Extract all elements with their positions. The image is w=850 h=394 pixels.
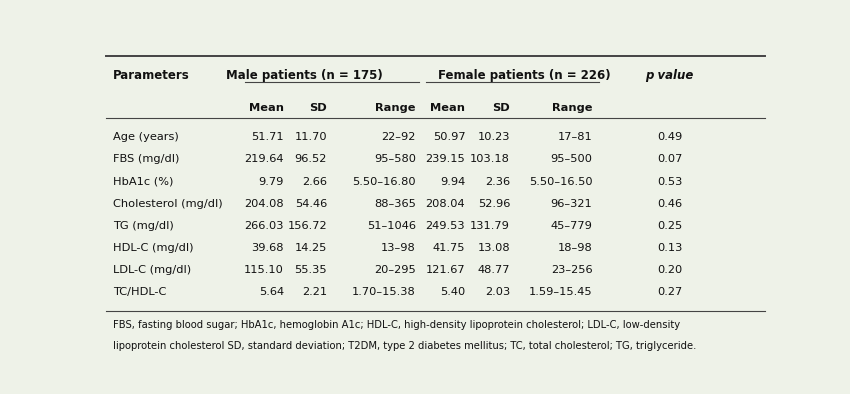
Text: LDL-C (mg/dl): LDL-C (mg/dl) — [113, 265, 191, 275]
Text: 208.04: 208.04 — [426, 199, 465, 209]
Text: p value: p value — [645, 69, 694, 82]
Text: 5.50–16.80: 5.50–16.80 — [352, 177, 416, 186]
Text: 156.72: 156.72 — [287, 221, 327, 231]
Text: FBS, fasting blood sugar; HbA1c, hemoglobin A1c; HDL-C, high-density lipoprotein: FBS, fasting blood sugar; HbA1c, hemoglo… — [113, 320, 680, 330]
Text: 23–256: 23–256 — [551, 265, 592, 275]
Text: Range: Range — [552, 103, 592, 113]
Text: TC/HDL-C: TC/HDL-C — [113, 287, 167, 297]
Text: 50.97: 50.97 — [433, 132, 465, 142]
Text: 22–92: 22–92 — [382, 132, 416, 142]
Text: 5.64: 5.64 — [259, 287, 284, 297]
Text: 0.25: 0.25 — [657, 221, 682, 231]
Text: Female patients (n = 226): Female patients (n = 226) — [439, 69, 611, 82]
Text: 5.40: 5.40 — [440, 287, 465, 297]
Text: Male patients (n = 175): Male patients (n = 175) — [225, 69, 382, 82]
Text: 219.64: 219.64 — [245, 154, 284, 164]
Text: HbA1c (%): HbA1c (%) — [113, 177, 173, 186]
Text: 0.07: 0.07 — [657, 154, 683, 164]
Text: 2.21: 2.21 — [302, 287, 327, 297]
Text: 88–365: 88–365 — [374, 199, 416, 209]
Text: 54.46: 54.46 — [295, 199, 327, 209]
Text: 0.53: 0.53 — [657, 177, 683, 186]
Text: SD: SD — [492, 103, 510, 113]
Text: 9.79: 9.79 — [258, 177, 284, 186]
Text: 204.08: 204.08 — [245, 199, 284, 209]
Text: 51–1046: 51–1046 — [367, 221, 416, 231]
Text: Age (years): Age (years) — [113, 132, 178, 142]
Text: Range: Range — [376, 103, 416, 113]
Text: HDL-C (mg/dl): HDL-C (mg/dl) — [113, 243, 193, 253]
Text: 39.68: 39.68 — [252, 243, 284, 253]
Text: 5.50–16.50: 5.50–16.50 — [529, 177, 592, 186]
Text: 11.70: 11.70 — [294, 132, 327, 142]
Text: 52.96: 52.96 — [478, 199, 510, 209]
Text: Cholesterol (mg/dl): Cholesterol (mg/dl) — [113, 199, 223, 209]
Text: 115.10: 115.10 — [244, 265, 284, 275]
Text: 0.27: 0.27 — [657, 287, 682, 297]
Text: 2.03: 2.03 — [484, 287, 510, 297]
Text: 249.53: 249.53 — [426, 221, 465, 231]
Text: FBS (mg/dl): FBS (mg/dl) — [113, 154, 179, 164]
Text: 45–779: 45–779 — [551, 221, 592, 231]
Text: 0.49: 0.49 — [657, 132, 682, 142]
Text: 239.15: 239.15 — [426, 154, 465, 164]
Text: SD: SD — [309, 103, 327, 113]
Text: 95–500: 95–500 — [551, 154, 592, 164]
Text: lipoprotein cholesterol SD, standard deviation; T2DM, type 2 diabetes mellitus; : lipoprotein cholesterol SD, standard dev… — [113, 341, 696, 351]
Text: TG (mg/dl): TG (mg/dl) — [113, 221, 173, 231]
Text: 13–98: 13–98 — [381, 243, 416, 253]
Text: Mean: Mean — [430, 103, 465, 113]
Text: 1.59–15.45: 1.59–15.45 — [529, 287, 592, 297]
Text: 0.46: 0.46 — [657, 199, 682, 209]
Text: 266.03: 266.03 — [245, 221, 284, 231]
Text: 2.36: 2.36 — [485, 177, 510, 186]
Text: 121.67: 121.67 — [426, 265, 465, 275]
Text: 96–321: 96–321 — [551, 199, 592, 209]
Text: 131.79: 131.79 — [470, 221, 510, 231]
Text: 95–580: 95–580 — [374, 154, 416, 164]
Text: 10.23: 10.23 — [478, 132, 510, 142]
Text: 103.18: 103.18 — [470, 154, 510, 164]
Text: 55.35: 55.35 — [294, 265, 327, 275]
Text: Parameters: Parameters — [113, 69, 190, 82]
Text: 1.70–15.38: 1.70–15.38 — [352, 287, 416, 297]
Text: 0.13: 0.13 — [657, 243, 683, 253]
Text: 18–98: 18–98 — [558, 243, 592, 253]
Text: 0.20: 0.20 — [657, 265, 682, 275]
Text: Mean: Mean — [249, 103, 284, 113]
Text: 2.66: 2.66 — [302, 177, 327, 186]
Text: 9.94: 9.94 — [440, 177, 465, 186]
Text: 96.52: 96.52 — [295, 154, 327, 164]
Text: 20–295: 20–295 — [374, 265, 416, 275]
Text: 48.77: 48.77 — [478, 265, 510, 275]
Text: 13.08: 13.08 — [478, 243, 510, 253]
Text: 41.75: 41.75 — [433, 243, 465, 253]
Text: 14.25: 14.25 — [295, 243, 327, 253]
Text: 17–81: 17–81 — [558, 132, 592, 142]
Text: 51.71: 51.71 — [252, 132, 284, 142]
